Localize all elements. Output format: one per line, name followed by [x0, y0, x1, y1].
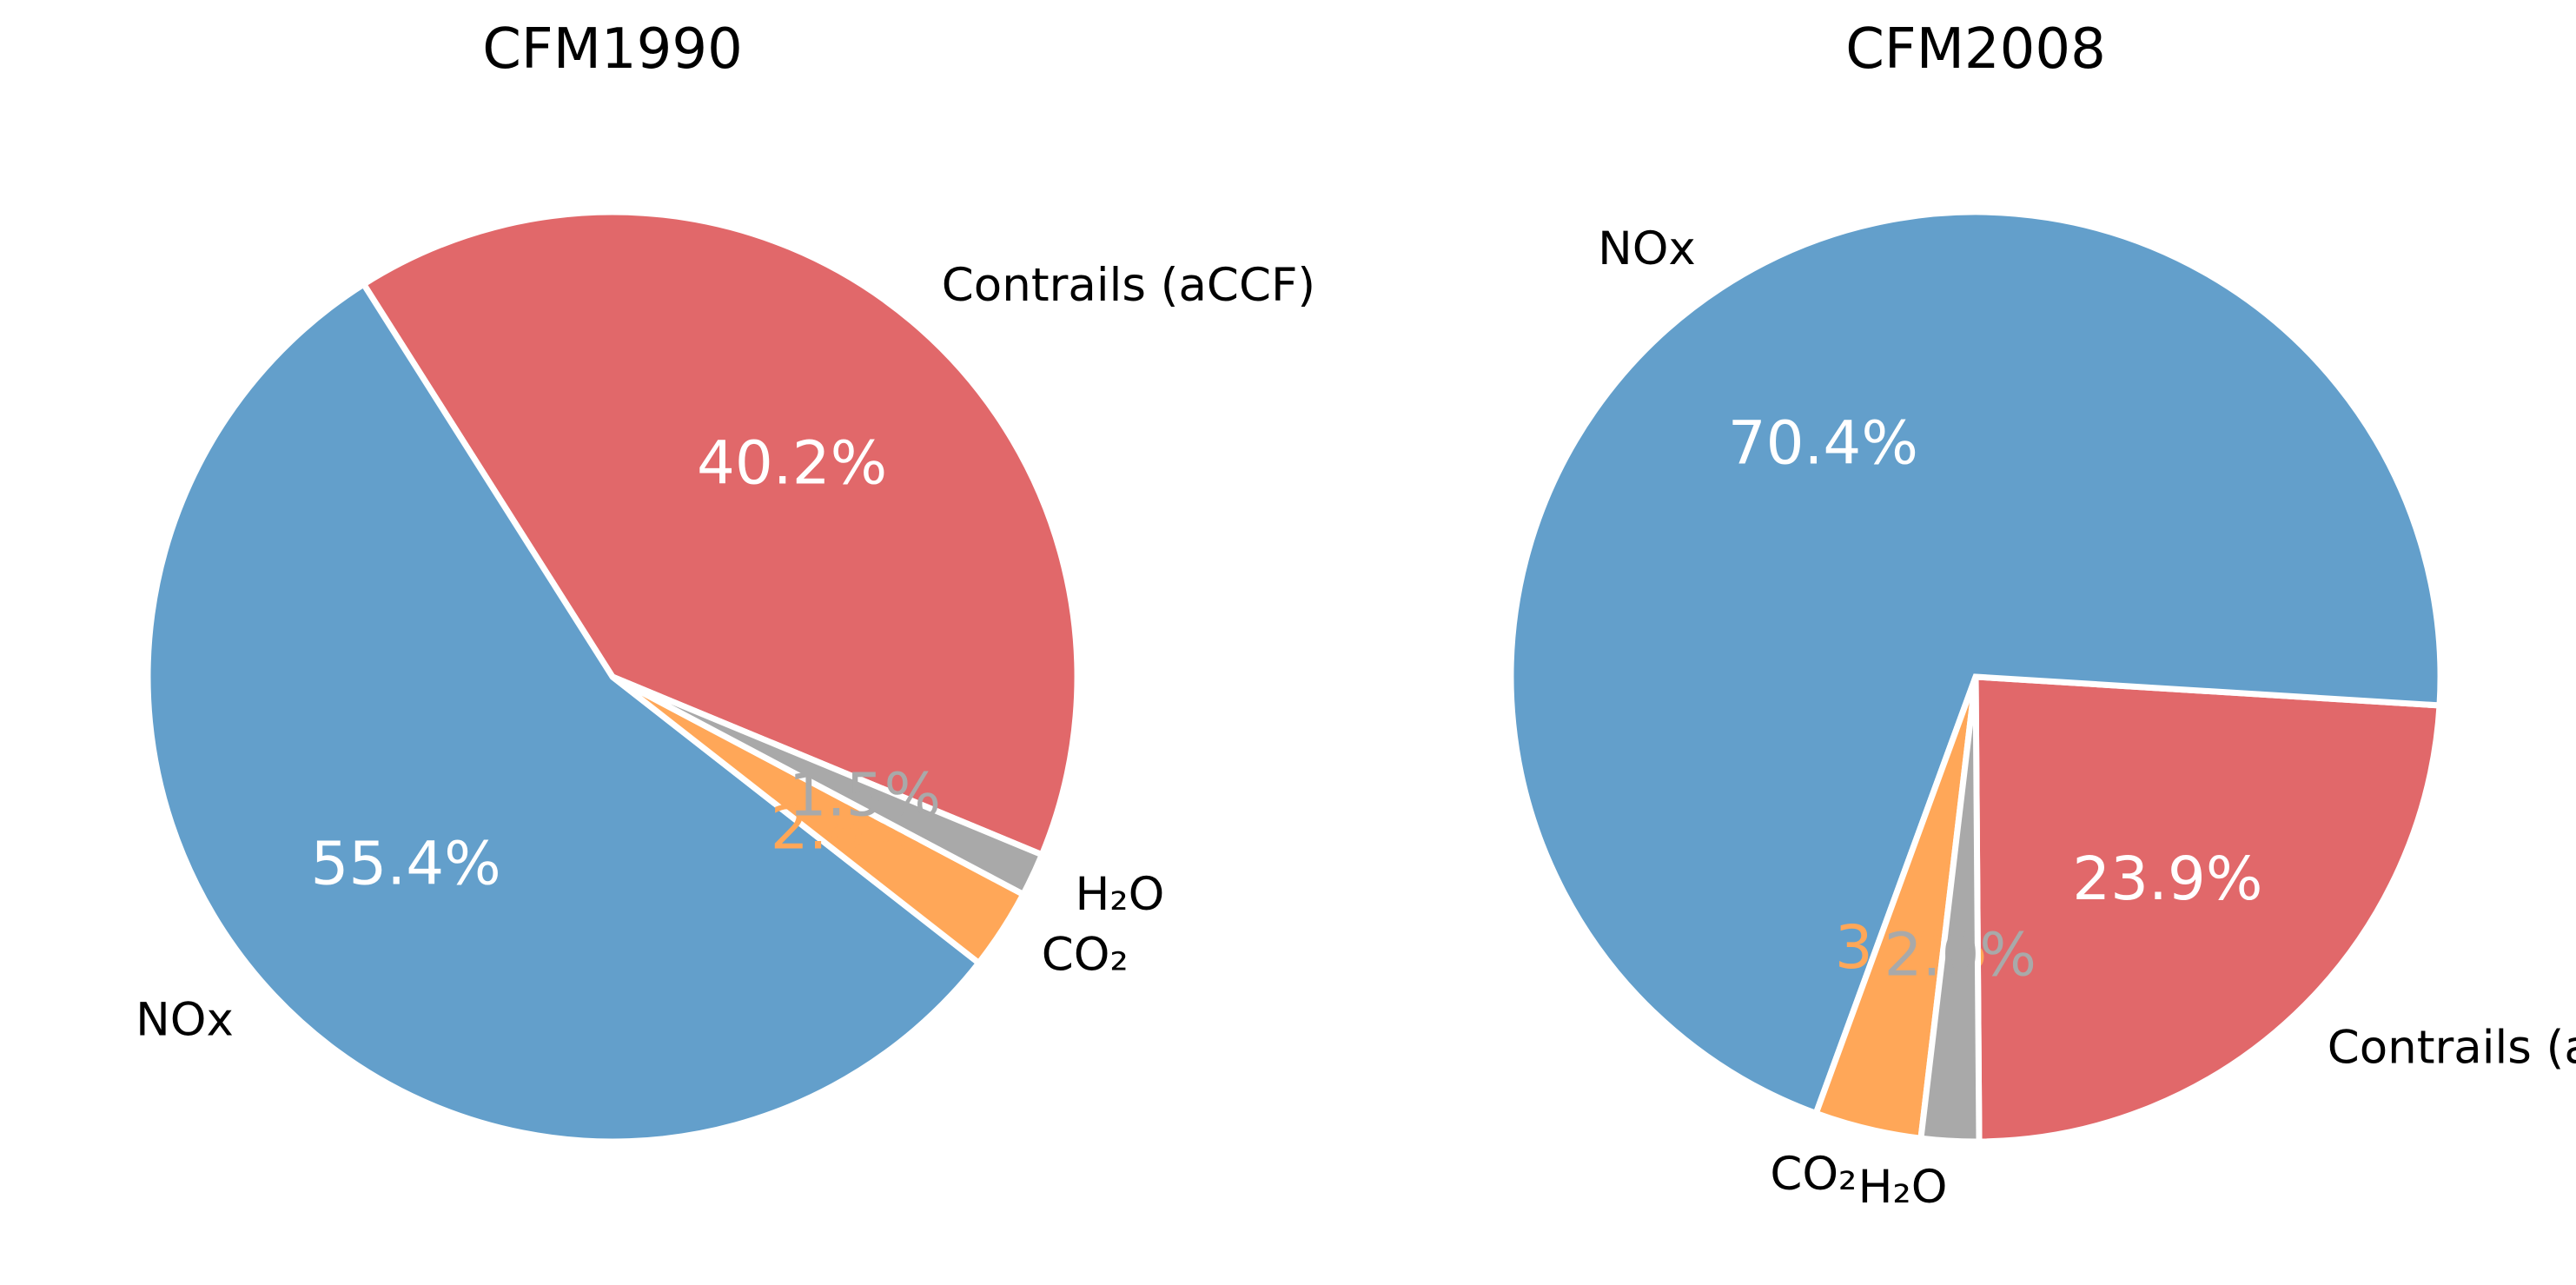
slice-label-co: CO₂ — [1770, 1148, 1857, 1201]
pie-slice-nox — [1507, 209, 2444, 1117]
pie-slice-contrails-accf — [1972, 673, 2443, 1145]
slice-percentage-h-o: 2.0% — [1884, 921, 2036, 990]
pie-chart-cfm2008: CFM2008 Contrails (aCCF) 23.9% NOx 70.4% CO₂… — [1507, 17, 2576, 1214]
slice-label-nox: NOx — [1598, 222, 1696, 275]
slice-percentage-nox: 70.4% — [1728, 408, 1918, 478]
pie-slice-contrails-accf — [359, 209, 1081, 859]
slice-label-contrails-accf: Contrails (aCCF) — [2328, 1022, 2576, 1075]
slice-label-h-o: H₂O — [1076, 868, 1165, 921]
chart-title: CFM1990 — [482, 17, 743, 82]
slice-percentage-nox: 55.4% — [310, 830, 500, 899]
slice-percentage-h-o: 1.5% — [789, 761, 941, 831]
pie-chart-cfm1990: CFM1990 Contrails (aCCF) 40.2% NOx 55.4% CO₂… — [136, 17, 1315, 1145]
slice-percentage-contrails-accf: 23.9% — [2072, 845, 2262, 914]
pie-slice-h-o — [611, 673, 1046, 899]
slice-label-h-o: H₂O — [1858, 1161, 1948, 1214]
chart-title: CFM2008 — [1845, 17, 2106, 82]
slice-percentage-contrails-accf: 40.2% — [697, 428, 887, 498]
slice-label-nox: NOx — [136, 994, 234, 1047]
pie-slice-nox — [144, 280, 983, 1145]
slice-label-co: CO₂ — [1042, 929, 1129, 982]
slice-label-contrails-accf: Contrails (aCCF) — [942, 259, 1315, 312]
pie-slice-h-o — [1917, 676, 1983, 1145]
